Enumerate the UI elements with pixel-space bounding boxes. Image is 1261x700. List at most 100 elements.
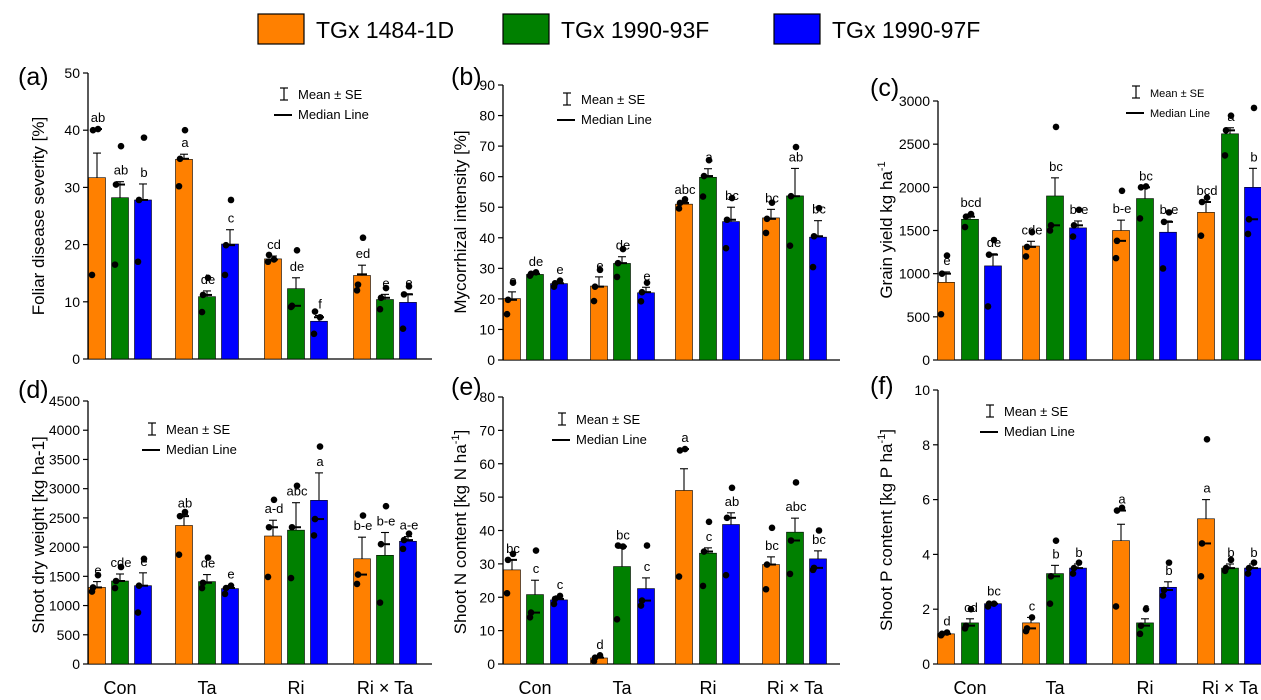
data-point [1112,603,1120,610]
data-point [792,143,800,151]
data-point [293,482,301,490]
legend-item-3: TGx 1990-97F [773,13,980,45]
data-point [382,284,390,292]
significance-letter: abc [675,182,696,197]
data-point [198,584,206,592]
significance-letter: ab [178,495,192,510]
data-point [787,537,795,544]
bar [1112,540,1130,665]
data-point [354,281,362,288]
y-tick-label: 2500 [49,510,80,526]
x-tick-label: Ri [1137,678,1154,698]
significance-letter: bcd [961,195,982,210]
data-point [1227,556,1235,564]
stats-legend: Mean ± SE Median Line [142,422,237,457]
bar [937,281,955,361]
data-point [293,247,301,254]
significance-letter: e [140,554,147,569]
significance-letter: ab [91,110,105,125]
bar [1221,133,1239,361]
data-point [1250,559,1258,566]
y-tick-label: 1500 [49,568,80,584]
bar [1046,195,1064,361]
data-point [503,589,511,597]
y-tick-label: 8 [922,437,930,453]
panel-b: (b) Mycorrhizal intensity [%] 0 10 20 30 40 50 6… [451,63,840,368]
data-point [786,242,794,250]
y-tick-label: 90 [479,77,495,93]
significance-letter: bc [506,541,520,556]
significance-letter: cde [1022,222,1043,237]
data-point [504,296,512,304]
significance-letter: de [616,238,630,253]
data-point [88,588,96,595]
series-2: bcd bc bc a [961,109,1239,361]
significance-letter: cd [267,237,281,252]
bar [1159,586,1177,665]
data-point [204,274,212,282]
bar [984,603,1002,665]
data-point [809,263,817,271]
data-point [359,512,367,519]
data-point [984,603,992,610]
data-point [288,523,296,531]
data-point [400,536,408,544]
data-point [638,288,646,296]
data-point [117,563,125,571]
significance-letter: bc [616,528,630,543]
data-point [937,631,945,639]
series-1: e ab a-d b-e [88,495,372,665]
y-tick-label: 10 [64,294,80,310]
data-point [1142,605,1150,613]
data-point [768,199,776,206]
bar [399,540,417,665]
data-point [700,548,708,555]
panels: (a)Foliar disease severity [%]0102030405… [18,63,1261,698]
axes: 0 500 1000 1500 2000 2500 3000 3500 4000 4500 [49,393,432,672]
significance-letter: bc [987,583,1001,598]
bar [786,195,804,361]
legend-mean-se: Mean ± SE [576,412,641,427]
data-point [762,229,770,237]
series-3: e e bc bc [550,188,827,361]
data-point [1198,198,1206,206]
data-point [112,577,120,585]
significance-letter: b [140,165,147,180]
data-point [1069,570,1077,577]
data-point [311,515,319,523]
data-point [550,283,558,290]
y-tick-label: 60 [479,456,495,472]
data-point [1113,507,1121,514]
legend-mean-se: Mean ± SE [166,422,231,437]
y-tick-label: 30 [479,260,495,276]
data-point [810,232,818,240]
bar [221,243,239,360]
y-axis-label: Grain yield kg ha-1 [876,161,896,298]
data-point [1197,232,1205,239]
data-point [359,234,367,242]
significance-letter: ab [789,149,803,164]
significance-letter: ab [725,494,739,509]
data-point [943,252,951,259]
data-point [1244,570,1252,577]
legend-median-line: Median Line [581,112,652,127]
data-point [1136,630,1144,638]
significance-letter: a [181,135,189,150]
significance-letter: bc [1139,168,1153,183]
data-point [376,305,384,313]
significance-letter: ab [114,163,128,178]
x-tick-label: Ri × Ta [357,678,414,698]
data-point [1022,627,1030,635]
data-point [681,445,689,453]
bar [550,283,568,361]
data-point [176,155,184,163]
significance-letter: a [1118,492,1126,507]
y-tick-label: 40 [64,122,80,138]
series-3: e e a a-e [134,443,418,665]
data-point [176,512,184,520]
data-point [526,613,534,621]
legend-median-line: Median Line [166,442,237,457]
data-point [1165,559,1173,566]
data-point [815,204,823,212]
